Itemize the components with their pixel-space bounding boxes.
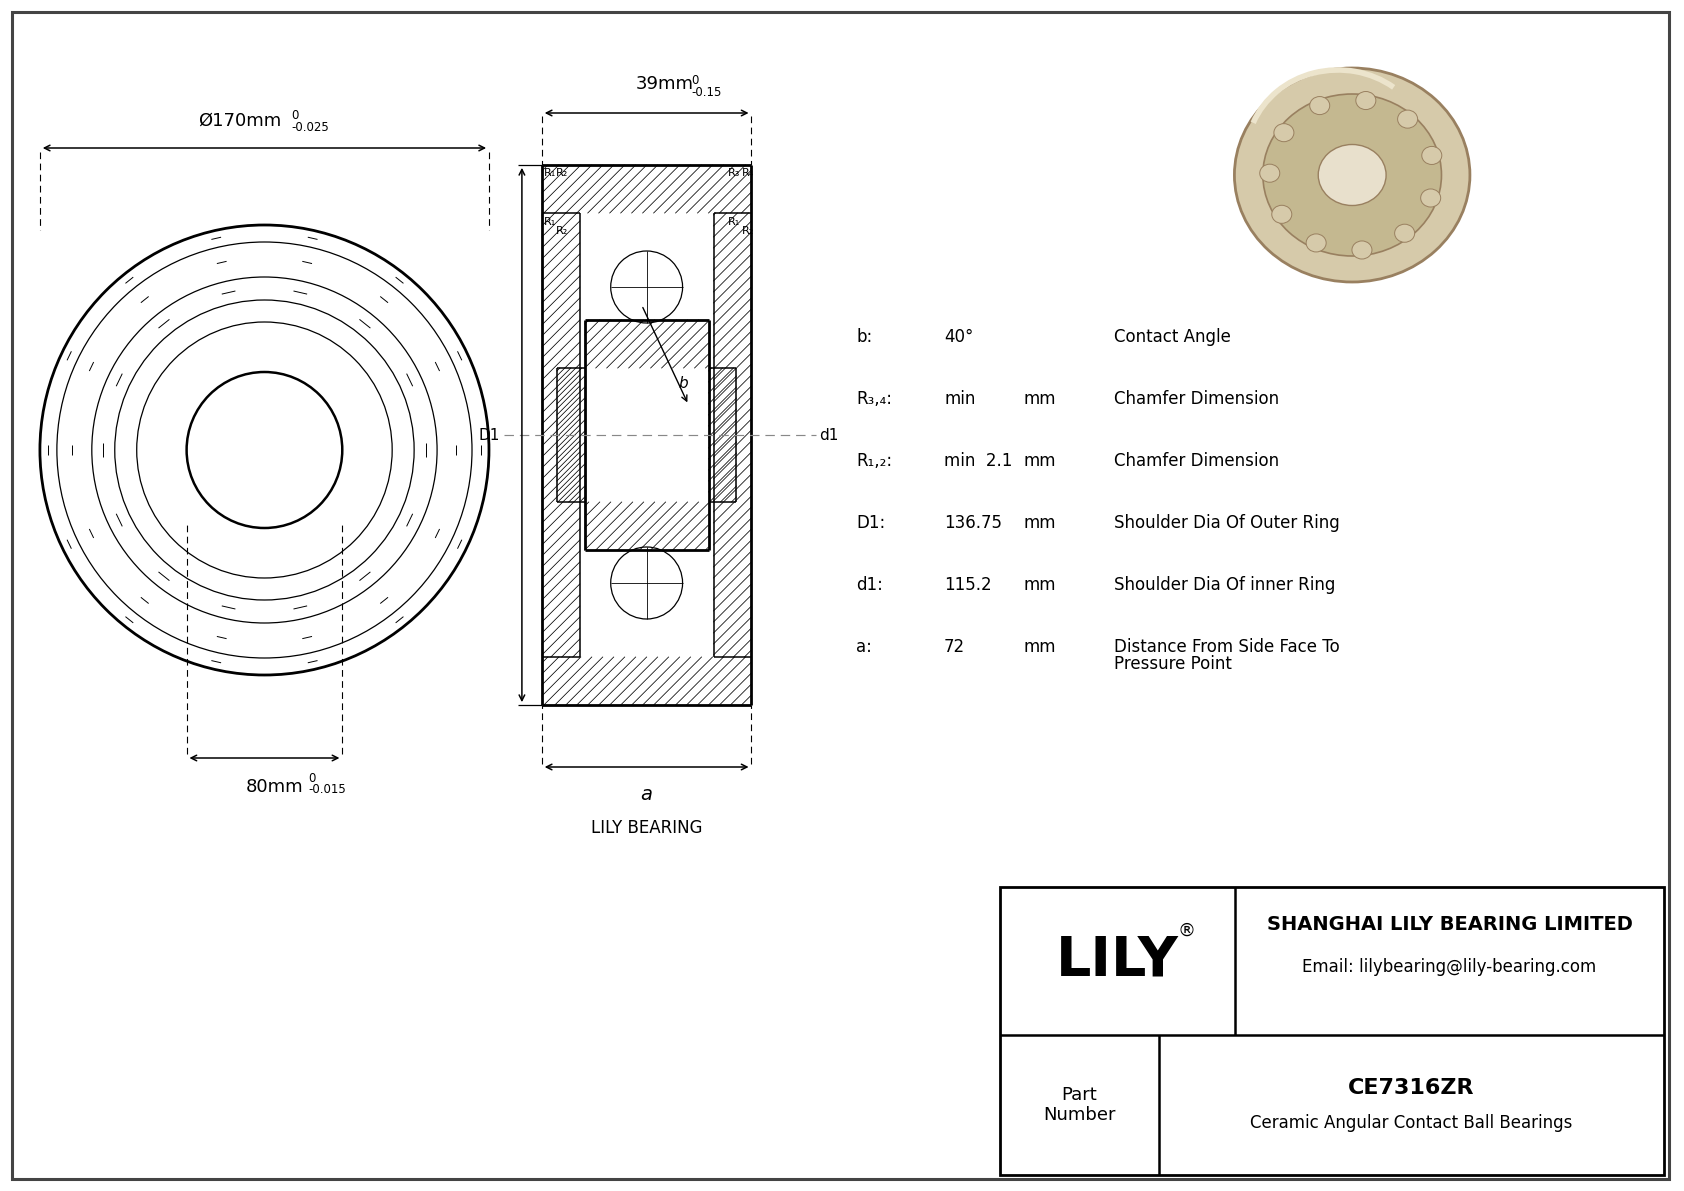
Text: 136.75: 136.75	[945, 515, 1002, 532]
Text: 80mm: 80mm	[246, 778, 303, 796]
Text: a:: a:	[855, 638, 872, 656]
Ellipse shape	[1310, 96, 1330, 114]
Text: 0: 0	[308, 772, 315, 785]
Text: min: min	[945, 389, 975, 409]
Text: mm: mm	[1024, 576, 1056, 594]
Ellipse shape	[1398, 110, 1418, 129]
Ellipse shape	[1273, 124, 1293, 142]
Text: LILY BEARING: LILY BEARING	[591, 819, 702, 837]
Text: min  2.1: min 2.1	[945, 453, 1012, 470]
Text: SHANGHAI LILY BEARING LIMITED: SHANGHAI LILY BEARING LIMITED	[1266, 916, 1632, 935]
Text: Contact Angle: Contact Angle	[1113, 328, 1231, 347]
Text: CE7316ZR: CE7316ZR	[1347, 1078, 1474, 1098]
Ellipse shape	[1307, 233, 1327, 252]
Ellipse shape	[1356, 92, 1376, 110]
Text: Chamfer Dimension: Chamfer Dimension	[1113, 389, 1278, 409]
Ellipse shape	[1263, 94, 1442, 256]
Text: Ceramic Angular Contact Ball Bearings: Ceramic Angular Contact Ball Bearings	[1250, 1114, 1573, 1131]
Text: Part
Number: Part Number	[1042, 1086, 1115, 1124]
Ellipse shape	[1394, 224, 1415, 242]
Text: R₁: R₁	[727, 217, 739, 227]
Text: 0: 0	[291, 110, 298, 121]
Text: 72: 72	[945, 638, 965, 656]
Text: Shoulder Dia Of inner Ring: Shoulder Dia Of inner Ring	[1113, 576, 1335, 594]
Text: R₂: R₂	[556, 226, 568, 236]
Text: a: a	[640, 785, 653, 804]
Text: R₂: R₂	[556, 168, 568, 177]
Text: Pressure Point: Pressure Point	[1113, 655, 1231, 673]
Text: R₃: R₃	[727, 168, 739, 177]
Ellipse shape	[1352, 241, 1372, 258]
Text: LILY: LILY	[1056, 934, 1179, 989]
Text: mm: mm	[1024, 515, 1056, 532]
Text: R₄: R₄	[741, 168, 754, 177]
Bar	[1000, 887, 1664, 1176]
Text: D1:: D1:	[855, 515, 886, 532]
Text: d1:: d1:	[855, 576, 882, 594]
Text: R₃,₄:: R₃,₄:	[855, 389, 893, 409]
Text: -0.15: -0.15	[692, 86, 722, 99]
Text: mm: mm	[1024, 453, 1056, 470]
Text: -0.025: -0.025	[291, 121, 328, 135]
Text: d1: d1	[820, 428, 839, 443]
Ellipse shape	[1271, 205, 1292, 224]
Text: R₂: R₂	[741, 226, 754, 236]
Text: -0.015: -0.015	[308, 782, 347, 796]
Text: Ø170mm: Ø170mm	[199, 112, 281, 130]
Text: 39mm: 39mm	[635, 75, 694, 93]
Text: 40°: 40°	[945, 328, 973, 347]
Text: R₁: R₁	[544, 168, 556, 177]
Text: Shoulder Dia Of Outer Ring: Shoulder Dia Of Outer Ring	[1113, 515, 1339, 532]
Text: mm: mm	[1024, 389, 1056, 409]
Ellipse shape	[1421, 189, 1442, 207]
Ellipse shape	[1260, 164, 1280, 182]
Text: 0: 0	[692, 74, 699, 87]
Text: mm: mm	[1024, 638, 1056, 656]
Text: ®: ®	[1177, 922, 1196, 940]
Ellipse shape	[1421, 146, 1442, 164]
Text: Distance From Side Face To: Distance From Side Face To	[1113, 638, 1339, 656]
Ellipse shape	[1234, 68, 1470, 282]
Text: b: b	[679, 375, 689, 391]
Text: R₁: R₁	[544, 217, 556, 227]
Text: Email: lilybearing@lily-bearing.com: Email: lilybearing@lily-bearing.com	[1302, 958, 1596, 975]
Text: 115.2: 115.2	[945, 576, 992, 594]
Text: Chamfer Dimension: Chamfer Dimension	[1113, 453, 1278, 470]
Text: R₁,₂:: R₁,₂:	[855, 453, 893, 470]
Text: D1: D1	[478, 428, 500, 443]
Ellipse shape	[1319, 144, 1386, 206]
Text: b:: b:	[855, 328, 872, 347]
